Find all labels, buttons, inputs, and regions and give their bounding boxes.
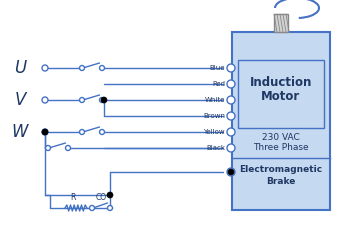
Circle shape <box>228 169 234 175</box>
Circle shape <box>42 97 48 103</box>
Text: Brake: Brake <box>266 177 296 186</box>
Text: W: W <box>12 123 28 141</box>
Circle shape <box>42 129 48 135</box>
Circle shape <box>101 97 107 103</box>
Circle shape <box>227 144 235 152</box>
FancyBboxPatch shape <box>238 60 324 128</box>
Circle shape <box>227 128 235 136</box>
Text: Yellow: Yellow <box>203 129 225 135</box>
Circle shape <box>42 65 48 71</box>
Circle shape <box>79 130 85 134</box>
Text: Induction: Induction <box>250 76 312 88</box>
FancyBboxPatch shape <box>274 14 288 32</box>
Text: U: U <box>14 59 26 77</box>
Circle shape <box>79 97 85 103</box>
FancyBboxPatch shape <box>232 32 330 210</box>
Text: Black: Black <box>206 145 225 151</box>
Circle shape <box>107 206 113 210</box>
Text: Blue: Blue <box>210 65 225 71</box>
Circle shape <box>227 96 235 104</box>
Text: CO: CO <box>95 193 107 202</box>
Circle shape <box>46 146 51 151</box>
Circle shape <box>66 146 71 151</box>
Circle shape <box>227 64 235 72</box>
Circle shape <box>227 80 235 88</box>
Text: V: V <box>14 91 26 109</box>
Text: Three Phase: Three Phase <box>253 143 309 152</box>
Circle shape <box>90 206 94 210</box>
Text: White: White <box>205 97 225 103</box>
Text: 230 VAC: 230 VAC <box>262 134 300 143</box>
Circle shape <box>107 192 113 198</box>
Circle shape <box>99 97 105 103</box>
Circle shape <box>99 66 105 70</box>
Circle shape <box>227 112 235 120</box>
Text: Brown: Brown <box>203 113 225 119</box>
Circle shape <box>99 130 105 134</box>
Text: Electromagnetic: Electromagnetic <box>239 165 323 174</box>
Text: Motor: Motor <box>261 89 300 103</box>
Text: R: R <box>70 193 76 202</box>
Circle shape <box>42 129 48 135</box>
Text: Red: Red <box>212 81 225 87</box>
Circle shape <box>79 66 85 70</box>
Circle shape <box>227 168 235 176</box>
